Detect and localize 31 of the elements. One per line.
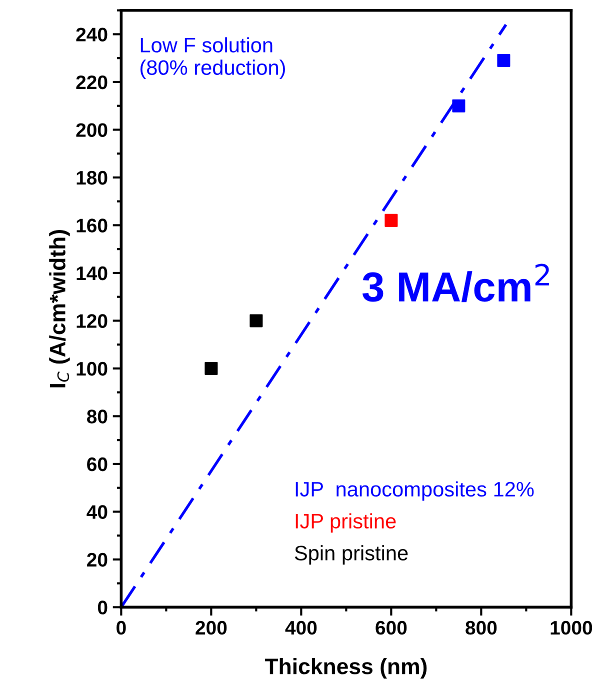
y-tick-label: 220 [76, 75, 108, 90]
y-tick-label: 0 [98, 600, 108, 614]
y-tick-label: 60 [87, 457, 108, 472]
point [384, 214, 398, 227]
y-tick-label: 40 [86, 505, 108, 519]
text: Spin pristine [294, 545, 408, 565]
x-tick-label: 400 [285, 620, 317, 635]
y-tick-label: 100 [76, 362, 108, 376]
x-tick-label: 1000 [550, 620, 592, 635]
x-tick-label: 200 [196, 620, 227, 635]
y-axis-title: I$_{C}$ (A/cm*width) [49, 230, 70, 388]
y-tick-label: 240 [76, 28, 108, 42]
y-tick-label: 140 [76, 266, 108, 280]
text: IJP nanocomposites 12% [296, 481, 534, 501]
x-tick-label: 0 [116, 620, 126, 635]
x-tick-label: 800 [466, 620, 497, 635]
y-tick-label: 200 [76, 123, 108, 137]
point [452, 99, 466, 112]
point [204, 362, 218, 375]
y-tick-label: 180 [76, 170, 108, 185]
x-axis-title: Thickness (nm) [264, 658, 427, 679]
annotation: Low F solution (80% reduction) [140, 37, 285, 80]
y-tick-label: 120 [76, 314, 108, 328]
point [250, 314, 263, 328]
y-tick-label: 160 [76, 218, 108, 232]
x-tick-label: 600 [376, 620, 407, 635]
text: IJP pristine [296, 513, 396, 533]
annotation: 3 MA/cm$^{2}$ [362, 264, 549, 302]
y-tick-label: 20 [87, 552, 108, 567]
y-tick-label: 80 [86, 410, 108, 424]
point [497, 54, 510, 67]
